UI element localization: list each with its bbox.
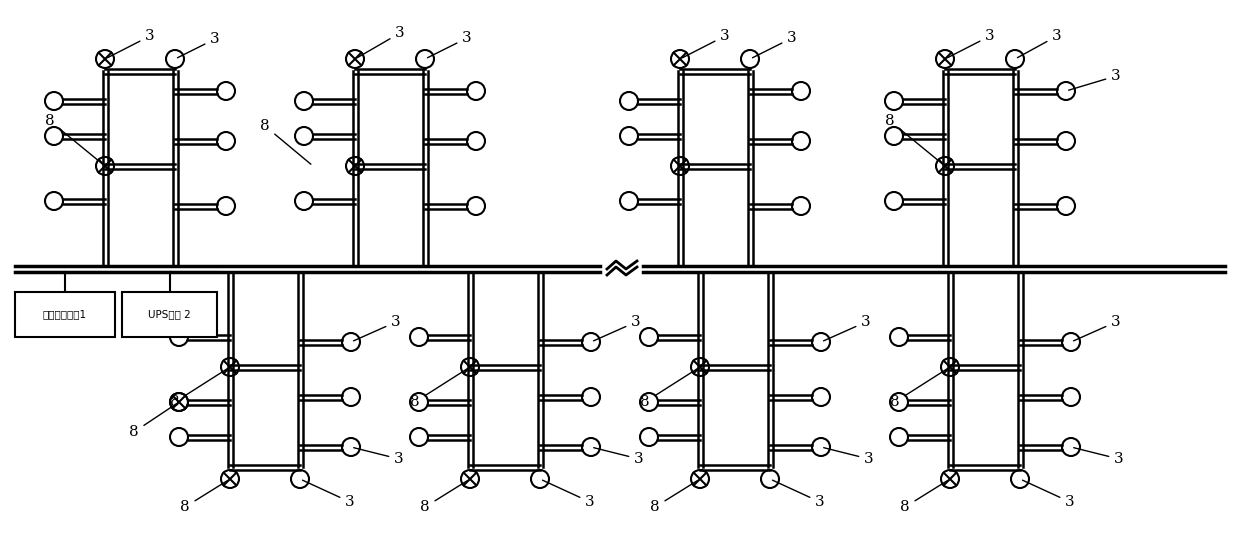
Text: 3: 3 bbox=[1023, 480, 1075, 509]
Text: 8: 8 bbox=[180, 480, 228, 514]
Text: 3: 3 bbox=[428, 31, 471, 58]
Text: 8: 8 bbox=[640, 369, 698, 409]
Text: 3: 3 bbox=[594, 315, 641, 341]
Text: 3: 3 bbox=[682, 29, 730, 58]
Text: 外层正常供由1: 外层正常供由1 bbox=[43, 310, 87, 320]
Text: 8: 8 bbox=[260, 119, 311, 164]
Text: 3: 3 bbox=[303, 480, 355, 509]
Text: 8: 8 bbox=[410, 369, 467, 409]
Text: 3: 3 bbox=[753, 31, 797, 58]
Text: 8: 8 bbox=[650, 480, 698, 514]
Text: 3: 3 bbox=[594, 448, 644, 466]
Text: UPS电源 2: UPS电源 2 bbox=[148, 310, 191, 320]
Text: 3: 3 bbox=[177, 32, 219, 58]
Text: 3: 3 bbox=[1074, 448, 1123, 466]
FancyBboxPatch shape bbox=[122, 292, 217, 337]
Text: 3: 3 bbox=[108, 29, 155, 58]
Text: 3: 3 bbox=[1018, 29, 1061, 58]
Text: 3: 3 bbox=[543, 480, 595, 509]
Text: 3: 3 bbox=[357, 26, 404, 58]
Text: 8: 8 bbox=[420, 480, 467, 514]
Text: 3: 3 bbox=[1074, 315, 1121, 341]
Text: 8: 8 bbox=[45, 114, 103, 164]
Text: 8: 8 bbox=[890, 369, 947, 409]
Text: 3: 3 bbox=[823, 448, 874, 466]
Text: 8: 8 bbox=[129, 404, 176, 439]
Text: 8: 8 bbox=[900, 480, 947, 514]
Text: 3: 3 bbox=[823, 315, 870, 341]
Text: 3: 3 bbox=[353, 448, 404, 466]
Text: 3: 3 bbox=[773, 480, 825, 509]
Text: 3: 3 bbox=[353, 315, 401, 341]
Text: 3: 3 bbox=[947, 29, 994, 58]
Text: 8: 8 bbox=[170, 369, 228, 409]
Text: 8: 8 bbox=[885, 114, 942, 164]
Text: 3: 3 bbox=[1069, 69, 1121, 90]
FancyBboxPatch shape bbox=[15, 292, 115, 337]
